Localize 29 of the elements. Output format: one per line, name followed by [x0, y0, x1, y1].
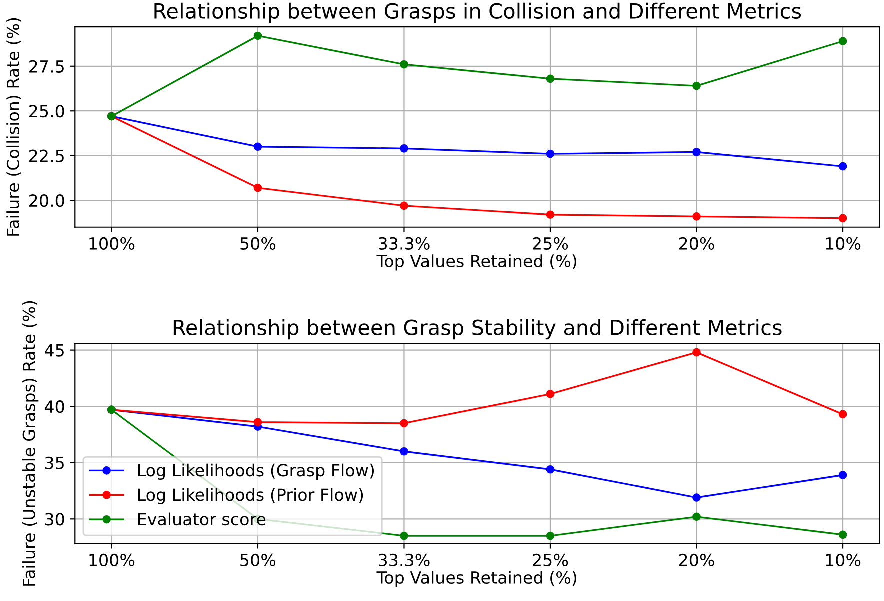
x-tick-label: 20% — [679, 237, 714, 250]
x-axis-title: Top Values Retained (%) — [376, 254, 577, 271]
x-tick-label: 100% — [90, 237, 135, 250]
x-tick-label: 20% — [679, 554, 714, 567]
x-tick-label: 50% — [240, 237, 276, 250]
x-tick-label: 25% — [533, 554, 568, 567]
y-tick-label: 27.5 — [30, 60, 64, 73]
y-tick-label: 22.5 — [30, 150, 64, 162]
chart-title: Relationship between Grasp Stability and Different Metrics — [174, 319, 782, 340]
x-tick-label: 33.3% — [379, 237, 430, 250]
y-tick-label: 35 — [45, 456, 64, 470]
legend-label: Evaluator score — [138, 512, 266, 526]
y-tick-label: 20.0 — [30, 194, 64, 208]
x-tick-label: 50% — [240, 554, 276, 567]
x-tick-label: 25% — [533, 237, 568, 250]
x-tick-label: 10% — [826, 554, 861, 567]
x-tick-label: 10% — [826, 237, 861, 250]
x-axis-title: Top Values Retained (%) — [376, 571, 577, 588]
chart-title: Relationship between Grasps in Collision and Different Metrics — [154, 2, 802, 24]
y-axis-title: Failure (Collision) Rate (%) — [6, 18, 22, 236]
legend-label: Log Likelihoods (Prior Flow) — [138, 488, 364, 504]
y-tick-label: 45 — [45, 344, 64, 357]
y-axis-title: Failure (Unstable Grasps) Rate (%) — [22, 301, 39, 586]
x-tick-label: 33.3% — [379, 554, 430, 567]
y-tick-label: 30 — [45, 513, 64, 526]
y-tick-label: 25.0 — [30, 105, 64, 118]
y-tick-label: 40 — [45, 400, 64, 414]
x-tick-label: 100% — [90, 554, 135, 567]
legend-label: Log Likelihoods (Grasp Flow) — [138, 464, 374, 480]
